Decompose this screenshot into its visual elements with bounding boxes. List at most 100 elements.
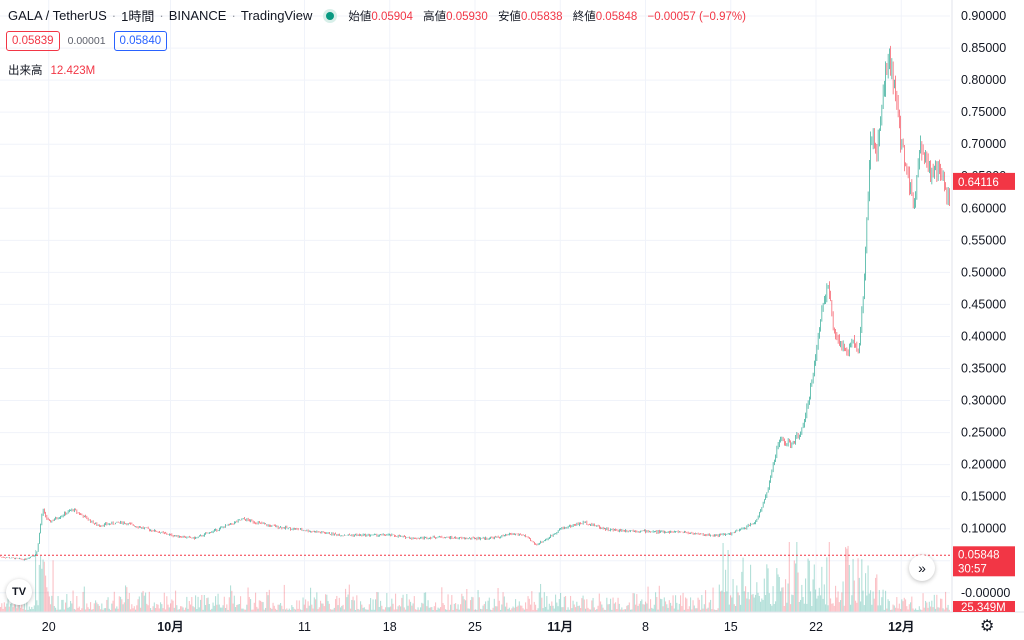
volume-bar [391, 598, 393, 612]
volume-bar [546, 596, 548, 612]
volume-bar [422, 603, 424, 612]
volume-bar [96, 602, 98, 612]
volume-bar [853, 580, 855, 612]
volume-bar [343, 609, 345, 612]
volume-bar [65, 602, 67, 612]
volume-bar [225, 607, 227, 612]
time-tick-label: 8 [642, 620, 649, 634]
volume-bar [673, 608, 675, 612]
volume-bar [190, 604, 192, 612]
volume-bar [316, 592, 318, 612]
volume-bar [881, 597, 883, 612]
volume-bar [36, 600, 38, 612]
volume-bar [127, 598, 129, 612]
volume-bar [178, 609, 180, 612]
volume-bar [676, 602, 678, 612]
volume-bar [147, 605, 149, 612]
volume-bar [507, 609, 509, 612]
volume-bar [245, 609, 247, 612]
volume-bar [582, 595, 584, 612]
interval[interactable]: 1時間 [121, 9, 155, 24]
volume-bar [68, 606, 70, 612]
volume-bar [555, 594, 557, 612]
buy-button[interactable]: 0.05840 [113, 31, 168, 51]
volume-bar [683, 609, 685, 612]
volume-bar [238, 604, 240, 612]
volume-bar [901, 599, 903, 612]
volume-bar [847, 545, 849, 612]
volume-bar [602, 607, 604, 612]
volume-bar [556, 602, 558, 612]
volume-bar [376, 592, 378, 612]
volume-bar [687, 609, 689, 612]
volume-bar [60, 609, 62, 612]
volume-bar [616, 609, 618, 612]
volume-bar [136, 605, 138, 612]
volume-bar [11, 603, 13, 612]
sell-button[interactable]: 0.05839 [6, 31, 60, 51]
settings-icon[interactable]: ⚙ [980, 618, 995, 635]
volume-bar [651, 607, 653, 612]
volume-bar [543, 592, 545, 612]
volume-bar [70, 600, 72, 612]
current-price-value: 0.05848 [958, 549, 1000, 561]
volume-bar [733, 604, 735, 612]
volume-bar [506, 602, 508, 612]
volume-bar [797, 572, 799, 612]
volume-bar [176, 605, 178, 612]
volume-bar [16, 608, 18, 612]
volume-bar [716, 609, 718, 612]
volume-bar [442, 603, 444, 612]
legend-header: GALA / TetherUS · 1時間 · BINANCE · Tradin… [8, 6, 753, 25]
volume-bar [396, 609, 398, 612]
volume-bar [488, 597, 490, 612]
volume-bar [831, 603, 833, 612]
volume-bar [430, 607, 432, 612]
volume-bar [615, 602, 617, 612]
volume-bar [531, 591, 533, 612]
volume-bar [91, 609, 93, 612]
volume-bar [848, 564, 850, 612]
volume-bar [685, 597, 687, 612]
volume-label: 出来高 [8, 65, 43, 77]
volume-bar [392, 603, 394, 612]
volume-bar [680, 595, 682, 612]
price-tick-label: 0.70000 [961, 137, 1006, 151]
symbol-name[interactable]: GALA / TetherUS [8, 8, 107, 23]
volume-bar [232, 603, 234, 612]
volume-bar [288, 608, 290, 612]
volume-bar [163, 592, 165, 612]
volume-bar [755, 594, 757, 612]
volume-bar [243, 609, 245, 612]
volume-bar [823, 584, 825, 612]
volume-bar [635, 604, 637, 612]
volume-bar [568, 609, 570, 612]
volume-bar [421, 602, 423, 612]
volume-bar [737, 592, 739, 612]
volume-bar [787, 583, 789, 612]
volume-bar [946, 607, 948, 612]
volume-bar [305, 599, 307, 612]
volume-bar [936, 594, 938, 612]
volume-bar [433, 606, 435, 612]
volume-bar [671, 605, 673, 612]
volume-bar [438, 608, 440, 612]
volume-bar [830, 598, 832, 612]
volume-bar [485, 601, 487, 612]
volume-bar [613, 603, 615, 612]
market-status-icon[interactable] [326, 11, 335, 20]
volume-bar [378, 606, 380, 612]
volume-bar [915, 608, 917, 612]
tradingview-logo-icon[interactable]: TV [6, 579, 32, 605]
scroll-to-realtime-button[interactable]: » [909, 555, 935, 581]
volume-bar [932, 607, 934, 612]
volume-bar [663, 597, 665, 612]
volume-bar [151, 609, 153, 612]
time-tick-label: 25 [468, 620, 482, 634]
volume-bar [917, 609, 919, 612]
volume-bar [295, 609, 297, 612]
volume-bar [763, 578, 765, 612]
volume-bar [890, 609, 892, 612]
volume-bar [846, 548, 848, 612]
